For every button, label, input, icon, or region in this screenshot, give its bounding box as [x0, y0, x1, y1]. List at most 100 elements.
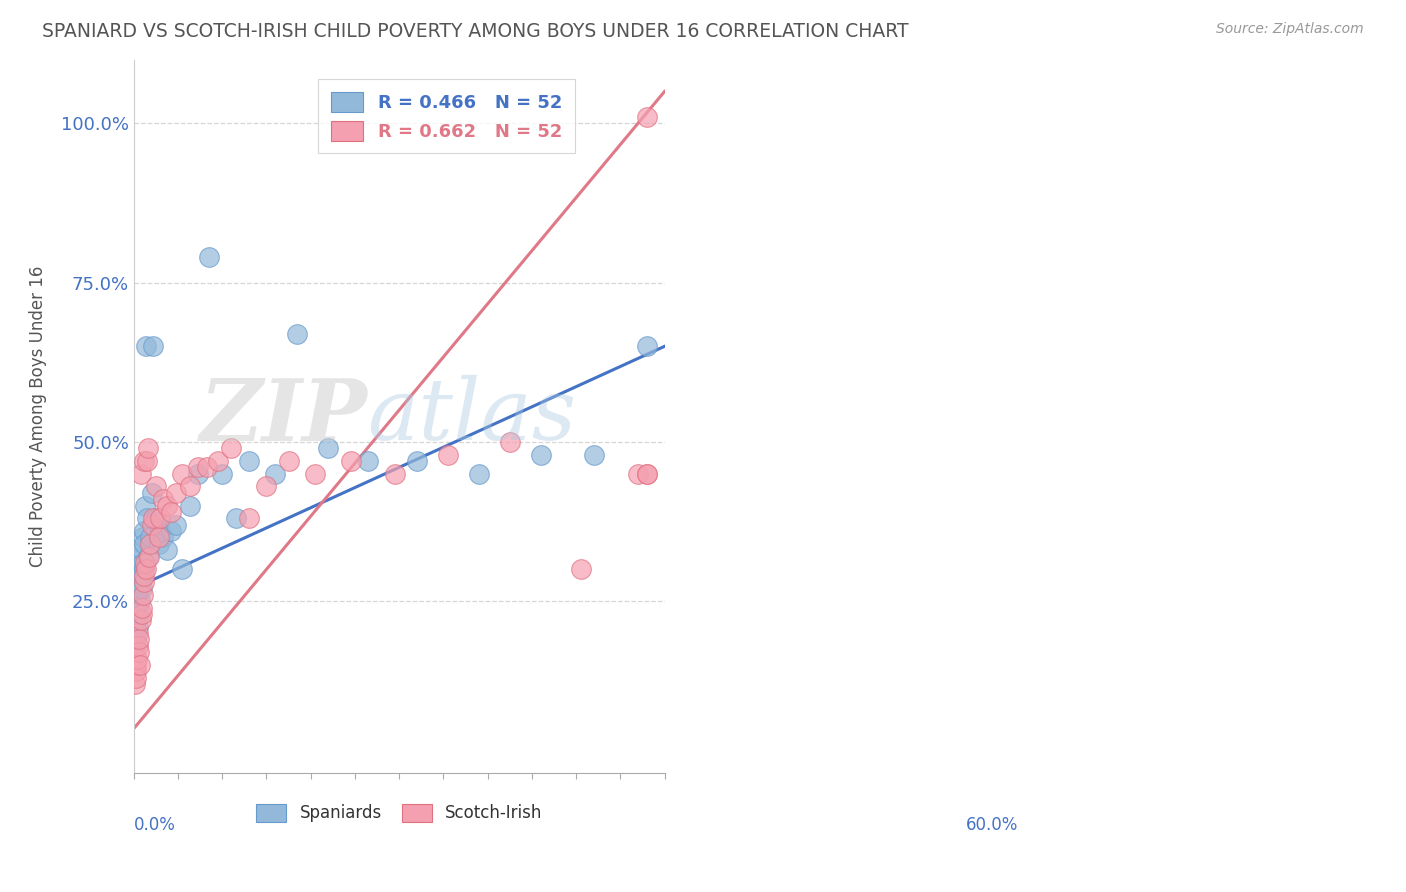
Point [277, 454, 299, 468]
Point [131, 600, 153, 615]
Point [128, 632, 150, 647]
Point [129, 467, 152, 481]
Point [132, 562, 155, 576]
Point [132, 454, 155, 468]
Point [138, 549, 160, 564]
Point [636, 467, 658, 481]
Point [127, 639, 149, 653]
Point [238, 511, 260, 525]
Point [406, 454, 429, 468]
Point [129, 568, 152, 582]
Point [225, 511, 247, 525]
Point [129, 594, 152, 608]
Point [145, 479, 167, 493]
Point [127, 575, 149, 590]
Point [149, 524, 172, 538]
Point [318, 442, 340, 456]
Point [636, 110, 658, 124]
Point [627, 467, 650, 481]
Point [149, 511, 172, 525]
Point [142, 511, 165, 525]
Point [128, 607, 150, 621]
Point [125, 632, 148, 647]
Point [135, 339, 157, 353]
Point [384, 467, 406, 481]
Point [179, 499, 201, 513]
Y-axis label: Child Poverty Among Boys Under 16: Child Poverty Among Boys Under 16 [30, 266, 46, 567]
Point [132, 524, 155, 538]
Point [160, 505, 183, 519]
Point [125, 671, 148, 685]
Point [211, 467, 233, 481]
Point [219, 442, 242, 456]
Point [186, 467, 208, 481]
Point [155, 543, 177, 558]
Point [357, 454, 380, 468]
Point [132, 575, 155, 590]
Point [636, 339, 658, 353]
Point [135, 562, 157, 576]
Point [131, 588, 153, 602]
Point [129, 613, 152, 627]
Point [124, 613, 146, 627]
Text: atlas: atlas [367, 375, 576, 458]
Text: 60.0%: 60.0% [966, 816, 1018, 834]
Text: Source: ZipAtlas.com: Source: ZipAtlas.com [1216, 22, 1364, 37]
Point [125, 657, 148, 672]
Point [127, 626, 149, 640]
Point [124, 626, 146, 640]
Text: SPANIARD VS SCOTCH-IRISH CHILD POVERTY AMONG BOYS UNDER 16 CORRELATION CHART: SPANIARD VS SCOTCH-IRISH CHILD POVERTY A… [42, 22, 908, 41]
Point [160, 524, 183, 538]
Point [128, 645, 150, 659]
Point [124, 665, 146, 679]
Point [468, 467, 491, 481]
Point [256, 479, 278, 493]
Point [287, 326, 309, 341]
Point [530, 448, 553, 462]
Point [136, 442, 159, 456]
Point [129, 657, 152, 672]
Point [155, 499, 177, 513]
Point [238, 454, 260, 468]
Point [128, 582, 150, 596]
Point [134, 537, 156, 551]
Text: ZIP: ZIP [200, 375, 367, 458]
Point [131, 556, 153, 570]
Text: 0.0%: 0.0% [134, 816, 176, 834]
Point [186, 460, 208, 475]
Point [152, 492, 174, 507]
Point [127, 620, 149, 634]
Point [569, 562, 592, 576]
Point [136, 549, 159, 564]
Point [129, 562, 152, 576]
Point [172, 562, 194, 576]
Point [136, 511, 159, 525]
Point [134, 568, 156, 582]
Point [129, 549, 152, 564]
Point [127, 588, 149, 602]
Point [136, 454, 159, 468]
Point [141, 486, 163, 500]
Point [499, 434, 522, 449]
Point [148, 537, 170, 551]
Legend: Spaniards, Scotch-Irish: Spaniards, Scotch-Irish [249, 797, 548, 829]
Point [127, 651, 149, 665]
Point [264, 467, 287, 481]
Point [131, 607, 153, 621]
Point [141, 517, 163, 532]
Point [131, 582, 153, 596]
Point [124, 639, 146, 653]
Point [148, 531, 170, 545]
Point [172, 467, 194, 481]
Point [165, 486, 187, 500]
Point [207, 454, 229, 468]
Point [138, 531, 160, 545]
Point [195, 460, 218, 475]
Point [127, 600, 149, 615]
Point [142, 339, 165, 353]
Point [125, 594, 148, 608]
Point [134, 556, 156, 570]
Point [134, 499, 156, 513]
Point [165, 517, 187, 532]
Point [636, 467, 658, 481]
